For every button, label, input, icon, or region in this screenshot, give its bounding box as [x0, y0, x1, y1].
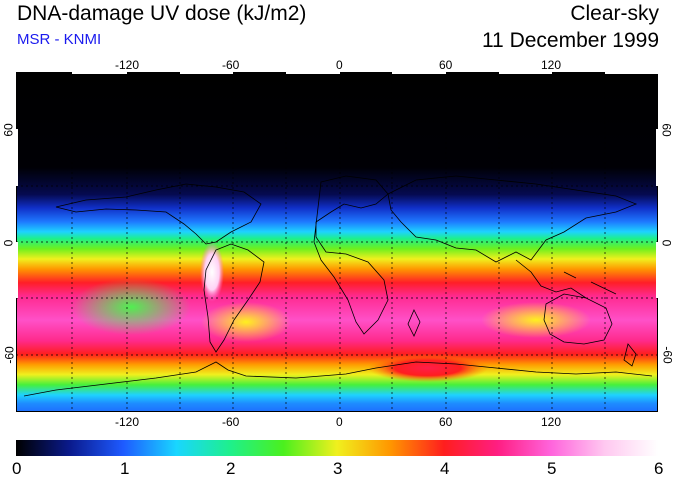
north-america-coast	[55, 183, 262, 245]
south-pacific-green-patch	[71, 279, 191, 335]
antarctica-coast	[23, 361, 653, 397]
south-america-coast	[203, 243, 265, 353]
madagascar-coast	[407, 309, 421, 337]
date-label: 11 December 1999	[481, 29, 659, 52]
colorbar-label-5: 5	[547, 459, 557, 478]
colorbar-label-6: 6	[654, 459, 664, 478]
condition-label: Clear-sky	[570, 2, 659, 25]
colorbar-label-4: 4	[440, 459, 450, 478]
frame-ticks	[16, 72, 658, 298]
antarctic-hotspot	[368, 354, 488, 382]
lat-label-right-60n: 60	[659, 123, 674, 137]
lon-label-bottom-120e: 120	[541, 415, 562, 429]
lat-label-right-0: 0	[659, 239, 674, 247]
colorbar	[16, 440, 658, 456]
lon-label-bottom-120w: -120	[115, 415, 140, 429]
colorbar-label-1: 1	[120, 459, 130, 478]
australia-coast	[543, 293, 613, 345]
coastlines	[23, 175, 653, 397]
lon-label-top-0: 0	[336, 58, 343, 72]
lon-label-bottom-60e: 60	[439, 415, 453, 429]
colorbar-label-0: 0	[12, 459, 22, 478]
lat-label-left-60s: -60	[2, 346, 17, 364]
lat-label-left-60n: 60	[1, 123, 16, 137]
lon-label-top-120w: -120	[115, 58, 140, 72]
lon-label-bottom-0: 0	[336, 415, 343, 429]
new-zealand-coast	[623, 343, 637, 367]
source-label: MSR - KNMI	[17, 31, 102, 48]
lon-label-top-120e: 120	[541, 58, 562, 72]
map-title: DNA-damage UV dose (kJ/m2)	[17, 2, 307, 25]
indian-ocean-yellow-patch	[481, 302, 591, 338]
lat-label-left-0: 0	[1, 239, 16, 247]
lon-label-bottom-60w: -60	[222, 415, 240, 429]
southeast-asia-islands	[515, 259, 617, 299]
south-atlantic-yellow-patch	[201, 302, 291, 342]
lon-label-top-60w: -60	[222, 58, 240, 72]
lon-label-top-60e: 60	[439, 58, 453, 72]
colorbar-label-3: 3	[333, 459, 343, 478]
graticule	[16, 72, 658, 412]
asia-coast	[387, 175, 638, 263]
colorbar-label-2: 2	[226, 459, 236, 478]
europe-africa-coast	[313, 175, 389, 335]
andes-hotspot	[200, 242, 224, 302]
uv-dose-map	[16, 72, 658, 412]
lat-label-right-60s: -60	[660, 346, 675, 364]
